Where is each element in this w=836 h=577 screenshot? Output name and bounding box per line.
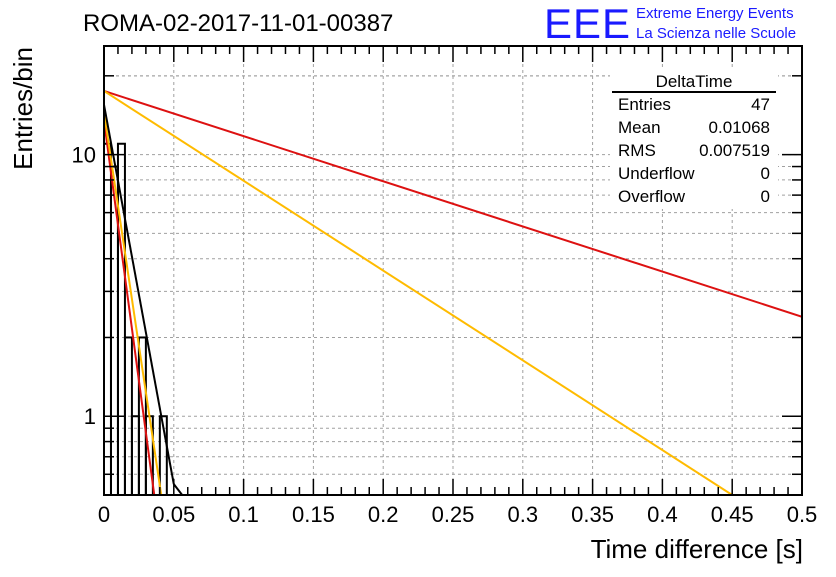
logo-mark: EEE <box>544 0 631 47</box>
chart-title: ROMA-02-2017-11-01-00387 <box>83 10 393 37</box>
stats-value: 47 <box>751 95 770 114</box>
stats-label: Underflow <box>618 164 695 183</box>
stats-box-background <box>610 70 778 209</box>
x-axis-ticks: 0 0.05 0.1 0.15 0.2 0.25 0.3 0.35 0.4 0.45 0.5 <box>98 46 817 527</box>
x-tick-label: 0.25 <box>432 502 475 527</box>
x-axis-title: Time difference [s] <box>591 534 803 564</box>
eee-logo: EEE Extreme Energy Events La Scienza nel… <box>544 0 796 47</box>
stats-value: 0.01068 <box>709 118 770 137</box>
stats-label: Overflow <box>618 187 686 206</box>
stats-label: RMS <box>618 141 656 160</box>
y-axis-title: Entries/bin <box>8 47 38 170</box>
x-tick-label: 0.05 <box>152 502 195 527</box>
x-tick-label: 0.2 <box>368 502 399 527</box>
fit-line <box>104 104 175 485</box>
y-axis-ticks: 1 10 <box>72 75 802 496</box>
fit-line <box>104 120 156 495</box>
x-tick-label: 0.1 <box>228 502 259 527</box>
stats-label: Mean <box>618 118 661 137</box>
stats-box: DeltaTime Entries 47 Mean 0.01068 RMS 0.… <box>610 70 778 209</box>
logo-line-2: La Scienza nelle Scuole <box>636 25 796 42</box>
stats-value: 0 <box>761 187 770 206</box>
x-tick-label: 0.4 <box>647 502 678 527</box>
stats-title: DeltaTime <box>656 72 733 91</box>
y-tick-label: 10 <box>72 143 96 168</box>
x-tick-label: 0.45 <box>711 502 754 527</box>
fit-line <box>173 483 183 495</box>
fit-line <box>104 90 733 495</box>
fit-line <box>104 112 163 495</box>
stats-value: 0.007519 <box>699 141 770 160</box>
fit-line <box>104 90 802 318</box>
x-tick-label: 0.35 <box>571 502 614 527</box>
stats-value: 0 <box>761 164 770 183</box>
x-tick-label: 0.3 <box>508 502 539 527</box>
grid-lines <box>104 46 802 495</box>
x-tick-label: 0 <box>98 502 110 527</box>
logo-line-1: Extreme Energy Events <box>636 5 794 22</box>
stats-label: Entries <box>618 95 671 114</box>
x-tick-label: 0.15 <box>292 502 335 527</box>
x-tick-label: 0.5 <box>787 502 818 527</box>
y-tick-label: 1 <box>84 404 96 429</box>
fit-lines <box>104 90 802 495</box>
